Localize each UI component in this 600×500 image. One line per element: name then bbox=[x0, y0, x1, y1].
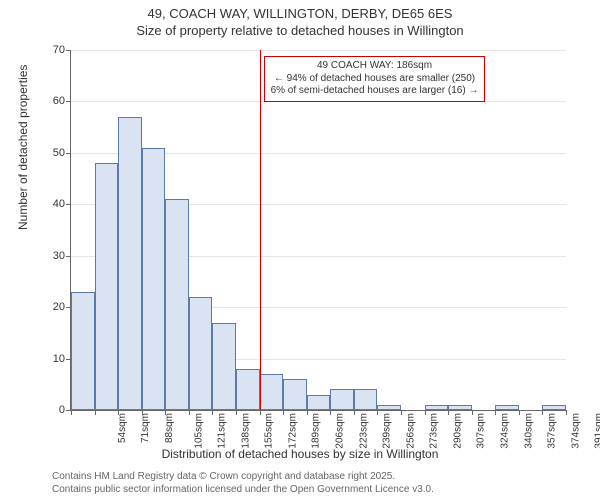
histogram-bar bbox=[377, 405, 401, 410]
histogram-bar bbox=[118, 117, 142, 410]
chart-container: 49, COACH WAY, WILLINGTON, DERBY, DE65 6… bbox=[0, 0, 600, 500]
histogram-bar bbox=[212, 323, 236, 410]
histogram-bar bbox=[95, 163, 119, 410]
histogram-bar bbox=[283, 379, 307, 410]
y-tick-mark bbox=[66, 204, 71, 205]
histogram-bar bbox=[307, 395, 331, 410]
histogram-bar bbox=[165, 199, 189, 410]
x-tick-mark bbox=[142, 410, 143, 415]
x-tick-label: 105sqm bbox=[193, 413, 204, 449]
y-tick-label: 10 bbox=[53, 353, 65, 365]
x-tick-mark bbox=[189, 410, 190, 415]
x-tick-label: 155sqm bbox=[264, 413, 275, 449]
x-tick-label: 391sqm bbox=[594, 413, 600, 449]
x-tick-label: 223sqm bbox=[358, 413, 369, 449]
grid-line bbox=[71, 50, 566, 51]
x-tick-mark bbox=[542, 410, 543, 415]
x-tick-mark bbox=[519, 410, 520, 415]
annotation-box: 49 COACH WAY: 186sqm← 94% of detached ho… bbox=[264, 56, 486, 102]
footer-line2: Contains public sector information licen… bbox=[52, 483, 434, 496]
y-tick-label: 60 bbox=[53, 95, 65, 107]
marker-line bbox=[260, 50, 261, 410]
x-tick-mark bbox=[307, 410, 308, 415]
x-tick-label: 340sqm bbox=[523, 413, 534, 449]
x-tick-label: 239sqm bbox=[382, 413, 393, 449]
x-tick-mark bbox=[377, 410, 378, 415]
x-tick-mark bbox=[330, 410, 331, 415]
x-tick-label: 324sqm bbox=[500, 413, 511, 449]
histogram-bar bbox=[425, 405, 449, 410]
x-tick-mark bbox=[425, 410, 426, 415]
x-tick-label: 206sqm bbox=[335, 413, 346, 449]
x-tick-label: 307sqm bbox=[476, 413, 487, 449]
histogram-bar bbox=[189, 297, 213, 410]
x-tick-mark bbox=[401, 410, 402, 415]
x-tick-label: 71sqm bbox=[140, 413, 151, 443]
x-tick-mark bbox=[118, 410, 119, 415]
y-tick-label: 20 bbox=[53, 301, 65, 313]
x-tick-mark bbox=[236, 410, 237, 415]
x-tick-mark bbox=[260, 410, 261, 415]
x-tick-label: 189sqm bbox=[311, 413, 322, 449]
y-tick-mark bbox=[66, 256, 71, 257]
y-axis-label: Number of detached properties bbox=[16, 65, 30, 230]
histogram-bar bbox=[142, 148, 166, 410]
histogram-bar bbox=[71, 292, 95, 410]
y-tick-label: 50 bbox=[53, 147, 65, 159]
footer: Contains HM Land Registry data © Crown c… bbox=[52, 470, 434, 496]
x-tick-label: 357sqm bbox=[547, 413, 558, 449]
x-tick-mark bbox=[165, 410, 166, 415]
x-tick-mark bbox=[95, 410, 96, 415]
y-tick-mark bbox=[66, 153, 71, 154]
grid-line bbox=[71, 101, 566, 102]
x-tick-mark bbox=[495, 410, 496, 415]
y-tick-mark bbox=[66, 50, 71, 51]
title-line1: 49, COACH WAY, WILLINGTON, DERBY, DE65 6… bbox=[0, 6, 600, 23]
footer-line1: Contains HM Land Registry data © Crown c… bbox=[52, 470, 434, 483]
annotation-line: 49 COACH WAY: 186sqm bbox=[271, 60, 479, 73]
x-tick-mark bbox=[566, 410, 567, 415]
x-tick-mark bbox=[354, 410, 355, 415]
histogram-bar bbox=[495, 405, 519, 410]
x-tick-mark bbox=[448, 410, 449, 415]
y-tick-mark bbox=[66, 101, 71, 102]
x-axis-label: Distribution of detached houses by size … bbox=[0, 447, 600, 461]
y-tick-label: 40 bbox=[53, 198, 65, 210]
x-tick-label: 256sqm bbox=[405, 413, 416, 449]
x-tick-label: 138sqm bbox=[240, 413, 251, 449]
x-tick-mark bbox=[283, 410, 284, 415]
x-tick-label: 374sqm bbox=[570, 413, 581, 449]
x-tick-label: 88sqm bbox=[164, 413, 175, 443]
chart-area: 01020304050607054sqm71sqm88sqm105sqm121s… bbox=[70, 50, 565, 410]
plot: 01020304050607054sqm71sqm88sqm105sqm121s… bbox=[70, 50, 566, 411]
y-tick-label: 70 bbox=[53, 44, 65, 56]
histogram-bar bbox=[330, 389, 354, 410]
x-tick-mark bbox=[212, 410, 213, 415]
x-tick-mark bbox=[472, 410, 473, 415]
x-tick-mark bbox=[71, 410, 72, 415]
annotation-line: 6% of semi-detached houses are larger (1… bbox=[271, 85, 479, 98]
title-line2: Size of property relative to detached ho… bbox=[0, 23, 600, 40]
histogram-bar bbox=[354, 389, 378, 410]
histogram-bar bbox=[448, 405, 472, 410]
x-tick-label: 290sqm bbox=[452, 413, 463, 449]
x-tick-label: 273sqm bbox=[429, 413, 440, 449]
annotation-line: ← 94% of detached houses are smaller (25… bbox=[271, 73, 479, 86]
histogram-bar bbox=[260, 374, 284, 410]
histogram-bar bbox=[542, 405, 566, 410]
histogram-bar bbox=[236, 369, 260, 410]
x-tick-label: 172sqm bbox=[287, 413, 298, 449]
title-block: 49, COACH WAY, WILLINGTON, DERBY, DE65 6… bbox=[0, 0, 600, 40]
x-tick-label: 54sqm bbox=[117, 413, 128, 443]
y-tick-label: 30 bbox=[53, 250, 65, 262]
y-tick-label: 0 bbox=[59, 404, 65, 416]
x-tick-label: 121sqm bbox=[217, 413, 228, 449]
